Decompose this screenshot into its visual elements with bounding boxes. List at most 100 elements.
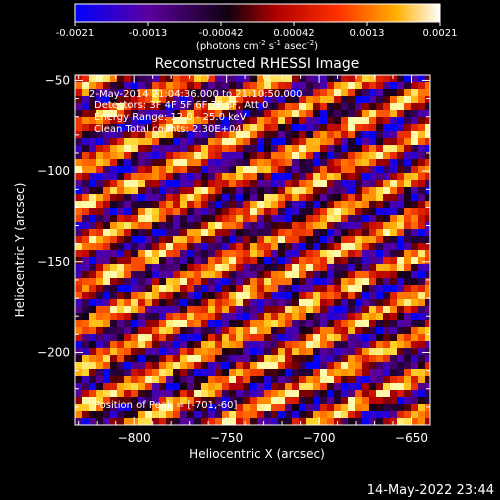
heatmap-cell <box>236 145 243 152</box>
heatmap-cell <box>201 117 208 124</box>
heatmap-cell <box>390 285 397 292</box>
heatmap-cell <box>383 306 390 313</box>
heatmap-cell <box>278 166 285 173</box>
heatmap-cell <box>397 411 404 418</box>
heatmap-cell <box>236 159 243 166</box>
heatmap-cell <box>138 404 145 411</box>
heatmap-cell <box>425 341 430 348</box>
heatmap-cell <box>131 292 138 299</box>
heatmap-cell <box>180 313 187 320</box>
heatmap-cell <box>117 341 124 348</box>
heatmap-cell <box>278 215 285 222</box>
heatmap-cell <box>425 145 430 152</box>
heatmap-cell <box>390 138 397 145</box>
heatmap-cell <box>215 117 222 124</box>
heatmap-cell <box>355 208 362 215</box>
heatmap-cell <box>404 362 411 369</box>
heatmap-cell <box>278 327 285 334</box>
heatmap-cell <box>215 201 222 208</box>
heatmap-cell <box>362 201 369 208</box>
heatmap-cell <box>334 278 341 285</box>
heatmap-cell <box>320 334 327 341</box>
heatmap-cell <box>96 194 103 201</box>
heatmap-cell <box>103 166 110 173</box>
heatmap-cell <box>369 194 376 201</box>
heatmap-cell <box>250 390 257 397</box>
heatmap-cell <box>187 138 194 145</box>
heatmap-cell <box>110 376 117 383</box>
heatmap-cell <box>208 131 215 138</box>
heatmap-cell <box>411 173 418 180</box>
heatmap-cell <box>362 292 369 299</box>
heatmap-cell <box>117 334 124 341</box>
heatmap-cell <box>152 131 159 138</box>
heatmap-cell <box>138 131 145 138</box>
heatmap-cell <box>96 292 103 299</box>
heatmap-cell <box>138 201 145 208</box>
heatmap-cell <box>299 320 306 327</box>
heatmap-cell <box>117 292 124 299</box>
heatmap-cell <box>159 124 166 131</box>
heatmap-cell <box>89 75 96 82</box>
heatmap-cell <box>257 327 264 334</box>
heatmap-cell <box>96 173 103 180</box>
heatmap-cell <box>236 306 243 313</box>
heatmap-cell <box>180 194 187 201</box>
heatmap-cell <box>201 411 208 418</box>
heatmap-cell <box>208 110 215 117</box>
heatmap-cell <box>222 362 229 369</box>
heatmap-cell <box>159 152 166 159</box>
heatmap-cell <box>187 355 194 362</box>
heatmap-cell <box>89 285 96 292</box>
heatmap-cell <box>229 82 236 89</box>
heatmap-cell <box>96 110 103 117</box>
heatmap-cell <box>124 103 131 110</box>
heatmap-cell <box>425 89 430 96</box>
heatmap-cell <box>264 278 271 285</box>
heatmap-cell <box>411 292 418 299</box>
heatmap-cell <box>425 180 430 187</box>
heatmap-cell <box>236 334 243 341</box>
heatmap-cell <box>320 89 327 96</box>
heatmap-cell <box>320 411 327 418</box>
heatmap-cell <box>215 194 222 201</box>
heatmap-cell <box>376 166 383 173</box>
heatmap-cell <box>397 404 404 411</box>
heatmap-cell <box>96 376 103 383</box>
heatmap-cell <box>355 187 362 194</box>
heatmap-cell <box>75 187 82 194</box>
heatmap-cell <box>243 383 250 390</box>
x-tick-label: −650 <box>395 431 428 445</box>
heatmap-cell <box>250 138 257 145</box>
heatmap-cell <box>355 334 362 341</box>
heatmap-cell <box>82 418 89 425</box>
heatmap-cell <box>208 397 215 404</box>
heatmap-cell <box>222 229 229 236</box>
heatmap-cell <box>138 369 145 376</box>
heatmap-cell <box>243 341 250 348</box>
heatmap-cell <box>285 89 292 96</box>
heatmap-cell <box>180 187 187 194</box>
heatmap-cell <box>369 110 376 117</box>
heatmap-cell <box>334 369 341 376</box>
heatmap-cell <box>362 418 369 425</box>
heatmap-cell <box>292 292 299 299</box>
heatmap-cell <box>243 229 250 236</box>
heatmap-cell <box>327 145 334 152</box>
heatmap-cell <box>173 313 180 320</box>
heatmap-cell <box>110 411 117 418</box>
heatmap-cell <box>180 278 187 285</box>
heatmap-cell <box>418 166 425 173</box>
heatmap-cell <box>369 334 376 341</box>
heatmap-cell <box>390 215 397 222</box>
heatmap-cell <box>418 271 425 278</box>
heatmap-cell <box>152 124 159 131</box>
heatmap-cell <box>131 341 138 348</box>
heatmap-cell <box>229 313 236 320</box>
heatmap-cell <box>215 215 222 222</box>
heatmap-cell <box>369 313 376 320</box>
heatmap-cell <box>152 285 159 292</box>
heatmap-cell <box>425 208 430 215</box>
heatmap-cell <box>320 222 327 229</box>
heatmap-cell <box>341 131 348 138</box>
